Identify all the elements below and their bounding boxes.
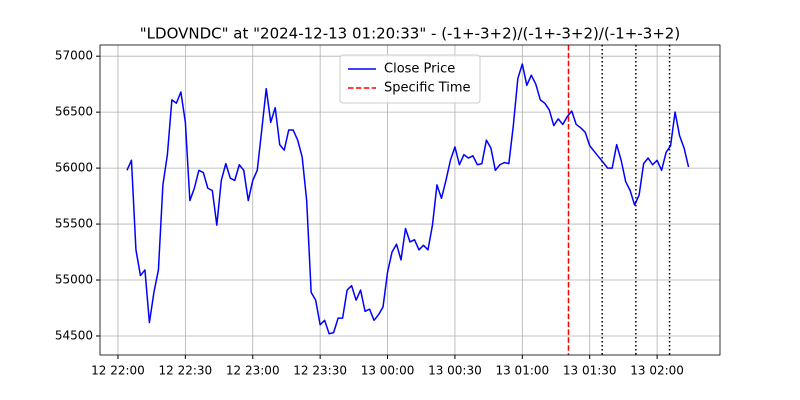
y-tick-label: 55500 [55,217,93,231]
x-tick-label: 12 22:00 [91,364,145,378]
y-tick-label: 55000 [55,273,93,287]
x-tick-label: 13 00:00 [361,364,415,378]
legend-box [339,54,481,104]
x-tick-label: 12 23:30 [293,364,347,378]
y-tick-label: 54500 [55,328,93,342]
y-tick-label: 57000 [55,49,93,63]
chart-title: "LDOVNDC" at "2024-12-13 01:20:33" - (-1… [140,25,680,43]
x-tick-label: 13 02:00 [630,364,684,378]
legend-label: Specific Time [384,81,471,96]
x-tick-label: 13 00:30 [428,364,482,378]
x-tick-label: 13 01:00 [495,364,549,378]
price-line [126,63,690,335]
axes-frame [99,44,721,356]
legend: Close Price Specific Time [339,54,481,104]
x-tick-label: 13 01:30 [563,364,617,378]
y-tick-label: 56500 [55,105,93,119]
x-tick-label: 12 22:30 [159,364,213,378]
y-tick-label: 56000 [55,161,93,175]
legend-label: Close Price [384,62,455,77]
x-tick-label: 12 23:00 [226,364,280,378]
